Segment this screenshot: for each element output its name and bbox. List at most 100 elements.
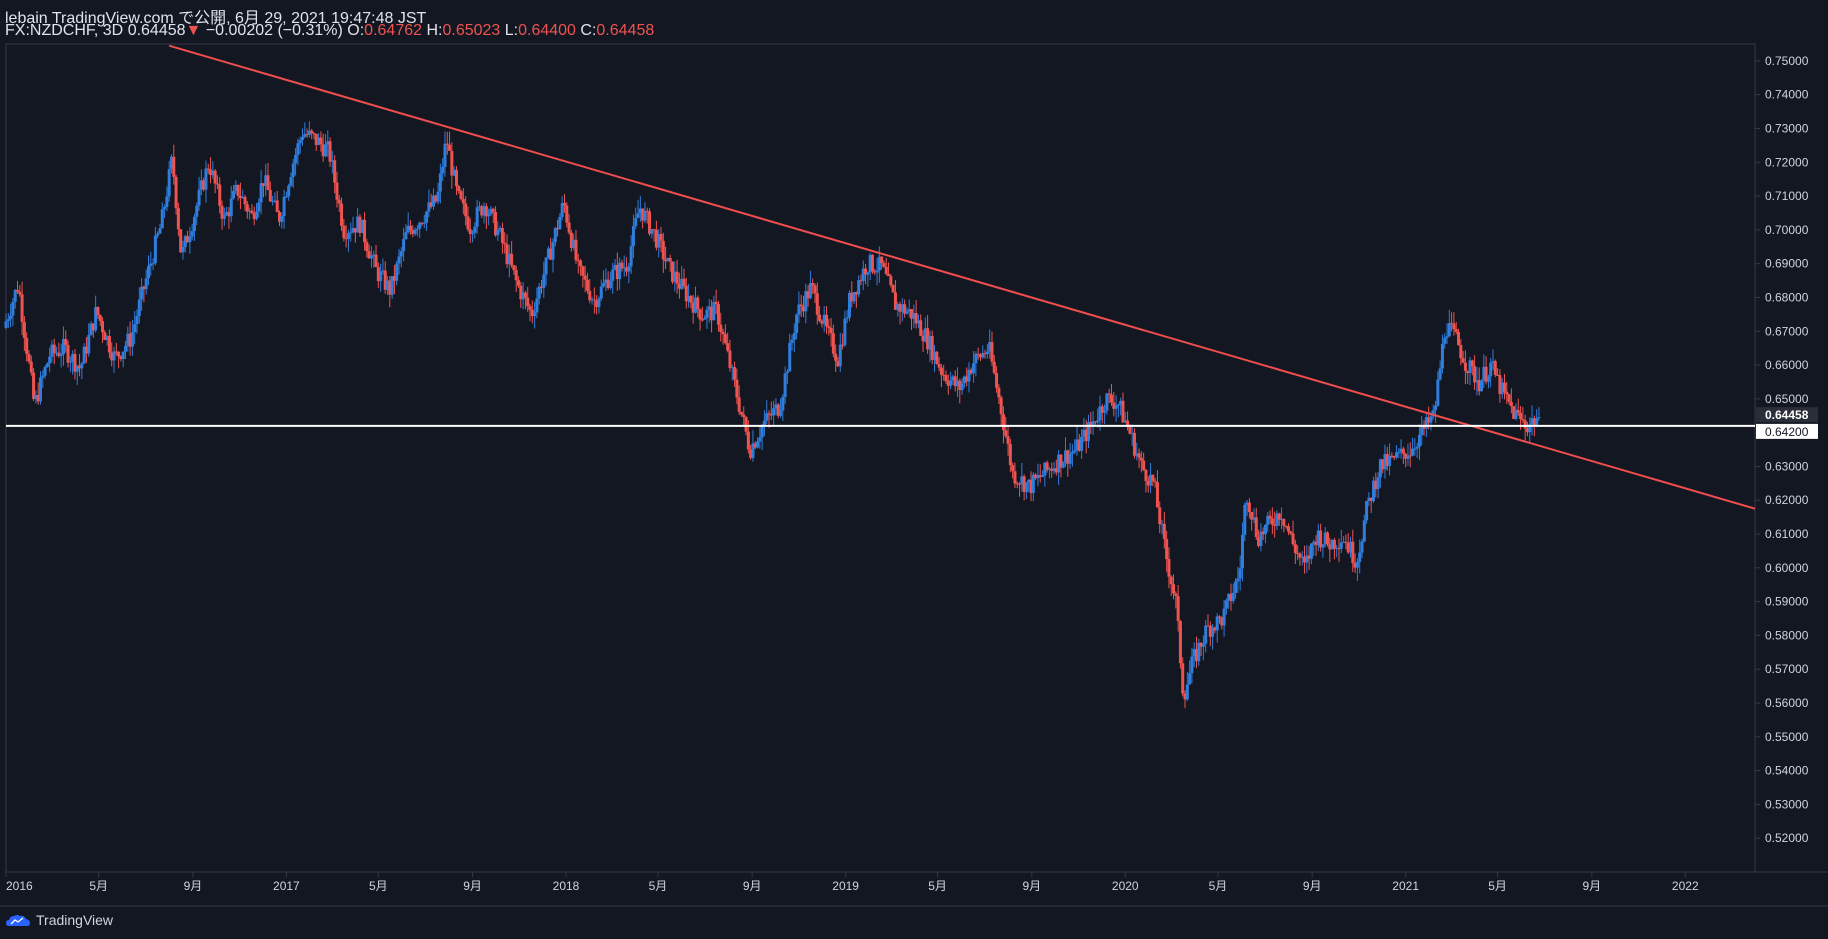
candle-body (1031, 474, 1035, 494)
drawings[interactable] (6, 44, 1756, 510)
candle-body (576, 260, 580, 262)
candle-body (1137, 453, 1141, 458)
candle-body (1247, 502, 1251, 512)
candle-body (420, 222, 424, 224)
candle-body (225, 212, 229, 215)
descending-trendline[interactable] (168, 44, 1756, 510)
time-tick-label: 2022 (1672, 879, 1699, 893)
price-axis[interactable]: 0.52000 0.53000 0.54000 0.55000 0.56000 0.570… (1755, 54, 1818, 845)
candle-body (142, 286, 146, 290)
candle-body (776, 404, 780, 416)
candle-body (1204, 625, 1208, 644)
candle-body (1100, 406, 1104, 413)
candle-body (967, 369, 971, 382)
candle-body (1493, 361, 1497, 375)
candle-body (530, 309, 534, 317)
tradingview-brand[interactable]: TradingView (6, 912, 113, 928)
candle-body (353, 228, 357, 233)
candle-body (705, 309, 709, 318)
candle-body (884, 266, 888, 274)
candle-body (466, 216, 470, 230)
candle-body (829, 328, 833, 334)
candle-body (505, 244, 509, 265)
price-tick-label: 0.69000 (1765, 257, 1809, 271)
candle-body (1466, 370, 1470, 374)
candle-body (507, 253, 511, 265)
candle-body (1064, 450, 1068, 463)
time-tick-label: 5月 (928, 879, 947, 893)
candle-body (144, 278, 148, 290)
candle-body (1160, 523, 1164, 525)
candle-body (1158, 507, 1162, 525)
candle-body (438, 173, 442, 192)
candle-body (631, 226, 635, 247)
candle-body (910, 309, 914, 319)
candle-body (1155, 482, 1159, 508)
candle-body (188, 236, 192, 243)
candle-body (500, 228, 504, 243)
candle-body (1528, 424, 1532, 433)
candle-body (581, 266, 585, 276)
candles (4, 121, 1541, 709)
candle-body (1231, 592, 1235, 601)
candle-body (806, 291, 810, 299)
time-axis[interactable]: 2016 5月 9月 2017 5月 9月 2018 5月 9月 2019 5月 9月 2020 5月 9月… (5, 872, 1699, 893)
candle-body (340, 203, 344, 226)
candle-body (303, 134, 307, 137)
candle-body (774, 404, 778, 409)
candle-body (523, 292, 527, 298)
candle-body (1489, 362, 1493, 377)
candle-body (746, 431, 750, 450)
candle-body (1450, 323, 1454, 325)
candle-body (287, 185, 291, 197)
candle-body (753, 443, 757, 448)
candle-body (158, 228, 162, 234)
candle-body (1523, 420, 1527, 429)
candle-body (988, 342, 992, 352)
candle-body (889, 276, 893, 286)
symbol-label[interactable]: FX:NZDCHF, 3D (5, 22, 124, 39)
candle-body (652, 229, 656, 231)
price-tick-label: 0.53000 (1765, 797, 1809, 811)
candle-body (321, 144, 325, 157)
candle-body (71, 353, 75, 362)
candle-body (999, 397, 1003, 415)
candle-body (572, 239, 576, 249)
price-tick-label: 0.75000 (1765, 54, 1809, 68)
candle-body (406, 225, 410, 233)
candle-body (232, 190, 236, 199)
candle-body (445, 143, 449, 145)
candle-body (1383, 454, 1387, 470)
candle-body (788, 342, 792, 372)
candle-body (1098, 406, 1102, 421)
candle-body (643, 210, 647, 221)
candle-body (75, 365, 79, 372)
last-price-badge-label: 0.64458 (1765, 408, 1809, 422)
time-tick-label: 9月 (1303, 879, 1322, 893)
candle-body (461, 198, 465, 204)
candle-body (880, 256, 884, 264)
candle-body (673, 271, 677, 282)
candle-body (664, 259, 668, 262)
candle-body (392, 276, 396, 281)
candle-body (1427, 417, 1431, 423)
candle-body (218, 184, 222, 206)
candle-body (349, 232, 353, 234)
time-tick-label: 9月 (743, 879, 762, 893)
candle-body (622, 267, 626, 269)
price-tick-label: 0.73000 (1765, 121, 1809, 135)
candle-body (6, 319, 10, 322)
candle-body (903, 304, 907, 314)
candle-body (413, 229, 417, 234)
candle-body (1286, 526, 1290, 532)
candle-body (1070, 451, 1074, 454)
candle-body (728, 350, 732, 369)
candle-body (859, 280, 863, 282)
candle-body (1162, 523, 1166, 539)
candle-body (1353, 563, 1357, 568)
candle-body (834, 353, 838, 361)
candle-body (618, 262, 622, 280)
candle-body (590, 299, 594, 301)
candle-body (827, 326, 831, 329)
